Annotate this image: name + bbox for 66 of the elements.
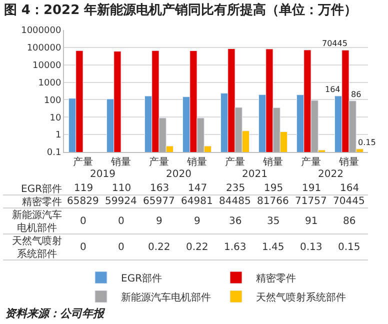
data-label: 164 [340, 183, 360, 194]
text: 164 [325, 85, 340, 94]
data-label: 147 [188, 183, 208, 194]
data-label: 71757 [295, 196, 327, 207]
y-tick-label: 100 [44, 96, 62, 106]
text: 0 [80, 242, 86, 253]
y-tick-label: 10000 [32, 61, 62, 72]
data-label: 0.22 [186, 242, 208, 253]
x-tick-label: 产量 [225, 156, 245, 168]
data-label: 1.63 [224, 242, 246, 253]
y-tick-label: 1000000 [21, 26, 62, 36]
data-label: 1.45 [262, 242, 284, 253]
data-label: 36 [229, 216, 242, 227]
data-label: 0.22 [148, 242, 170, 253]
data-label: 191 [302, 183, 322, 194]
data-label: 235 [226, 183, 246, 194]
legend-label: 精密零件 [256, 272, 296, 284]
x-tick-label: 销量 [338, 157, 359, 168]
text: EGR部件 [21, 184, 62, 195]
legend-label: 新能源汽车电机部件 [121, 291, 211, 304]
text: 0.15 [358, 138, 376, 147]
chart-title: 图 4：2022 年新能源电机产销同比有所提高（单位：万件） [4, 2, 358, 18]
y-tick-label: 1 [55, 130, 62, 141]
data-label: 9 [194, 216, 200, 227]
x-tick-label: 销量 [110, 157, 131, 168]
text: 资料来源：公司年报 [5, 307, 106, 320]
data-label: 65977 [143, 196, 175, 207]
data-label: 163 [150, 183, 170, 194]
data-label: 35 [267, 216, 280, 227]
text: 0 [118, 216, 124, 227]
text: 2021 [242, 169, 268, 180]
text: 86 [351, 90, 362, 99]
data-label: 70445 [333, 196, 365, 207]
data-label: 65829 [67, 196, 99, 207]
data-label: 86 [343, 216, 356, 227]
data-label: 110 [112, 183, 132, 194]
x-tick-label: 产量 [73, 156, 93, 168]
text: 2022 [318, 169, 344, 180]
data-label: 81766 [257, 196, 289, 207]
x-tick-label: 销量 [186, 157, 207, 168]
data-label: 59924 [105, 196, 137, 207]
data-label: 0.13 [300, 242, 322, 253]
y-tick-label: 100000 [26, 44, 62, 54]
data-label: 84485 [219, 196, 251, 207]
legend-label: EGR部件 [121, 272, 162, 284]
y-tick-label: 0.1 [46, 148, 62, 158]
text: 2020 [166, 169, 192, 180]
x-tick-label: 产量 [149, 156, 169, 168]
text: 天然气喷射系统部件 [12, 236, 62, 260]
legend-label: 天然气喷射系统部件 [256, 291, 346, 304]
data-label: 195 [264, 183, 284, 194]
text: 2019 [90, 169, 116, 180]
x-tick-label: 销量 [262, 157, 283, 168]
text: 70445 [322, 39, 348, 48]
text: 新能源汽车电机部件 [12, 210, 62, 234]
text: 0 [80, 216, 86, 227]
data-label: 9 [156, 216, 162, 227]
text: 0 [118, 242, 124, 253]
y-tick-label: 1000 [38, 78, 62, 88]
x-tick-label: 产量 [301, 156, 321, 168]
data-label: 91 [305, 216, 318, 227]
data-label: 64981 [181, 196, 213, 207]
data-label: 0.15 [338, 242, 360, 253]
y-tick-label: 10 [50, 113, 62, 124]
data-label: 119 [74, 183, 94, 194]
text: 精密零件 [22, 197, 62, 208]
